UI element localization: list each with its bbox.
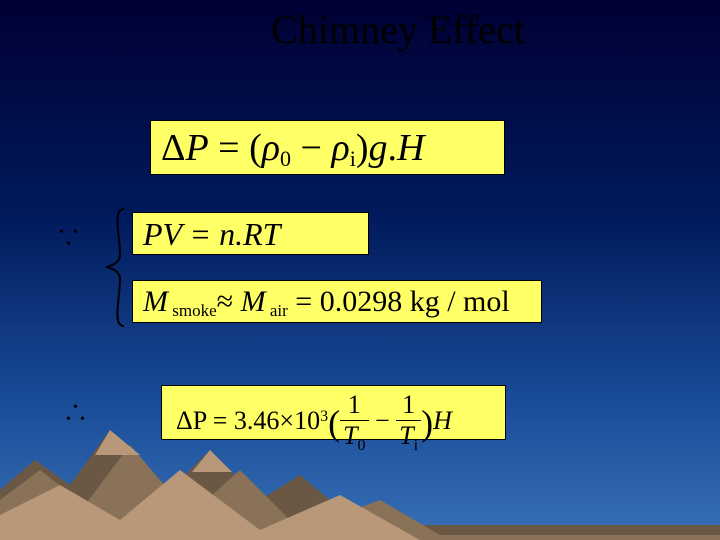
slide: Chimney Effect ΔP = (ρ0 − ρi)g.H • • • P… [0, 0, 720, 540]
eq1-delta: Δ [161, 127, 185, 169]
because-symbol: • • • [55, 225, 81, 251]
eq3-M1: M [143, 285, 168, 318]
eq4-times: × [279, 406, 294, 435]
eq4-frac1: 1T0 [340, 392, 368, 454]
eq4-H: H [433, 406, 452, 435]
eq4-exp: 3 [320, 408, 328, 425]
eq4-den1: T0 [340, 420, 368, 454]
eq1-rho1: ρ [262, 127, 280, 169]
eq3-sub2: air [266, 301, 288, 320]
eq1-dot: . [387, 127, 397, 169]
eq4-num1: 1 [340, 392, 368, 420]
equation-pressure-difference: ΔP = (ρ0 − ρi)g.H [150, 120, 505, 175]
eq3-rhs: = 0.0298 kg / mol [288, 285, 510, 318]
eq1-g: g [368, 127, 387, 169]
eq2-text: PV = n.RT [143, 216, 280, 252]
eq4-frac2: 1Ti [396, 392, 421, 454]
curly-brace-icon [100, 205, 130, 330]
eq1-minus: − [291, 127, 331, 169]
eq4-num2: 1 [396, 392, 421, 420]
eq1-P: P [185, 127, 208, 169]
equation-result: ΔP = 3.46×103(1T0 − 1Ti)H [161, 385, 506, 440]
eq1-rho2: ρ [331, 127, 349, 169]
eq1-sub0: 0 [280, 146, 291, 171]
eq4-den2: Ti [396, 420, 421, 454]
equation-ideal-gas: PV = n.RT [132, 212, 369, 255]
slide-title: Chimney Effect [0, 0, 720, 53]
eq3-sub1: smoke [168, 301, 217, 320]
eq4-close: ) [421, 403, 433, 443]
eq1-eq: = ( [209, 127, 262, 169]
eq4-ten: 10 [294, 406, 320, 435]
therefore-symbol: • • • [62, 400, 88, 426]
eq4-minus: − [369, 406, 397, 435]
eq1-H: H [397, 127, 424, 169]
eq3-approx: ≈ [217, 285, 241, 318]
equation-molar-mass: M smoke≈ M air = 0.0298 kg / mol [132, 280, 542, 323]
eq4-open: ( [328, 403, 340, 443]
eq3-M2: M [241, 285, 266, 318]
eq1-close: ) [356, 127, 369, 169]
eq4-lhs: ΔP = 3.46 [176, 406, 279, 435]
